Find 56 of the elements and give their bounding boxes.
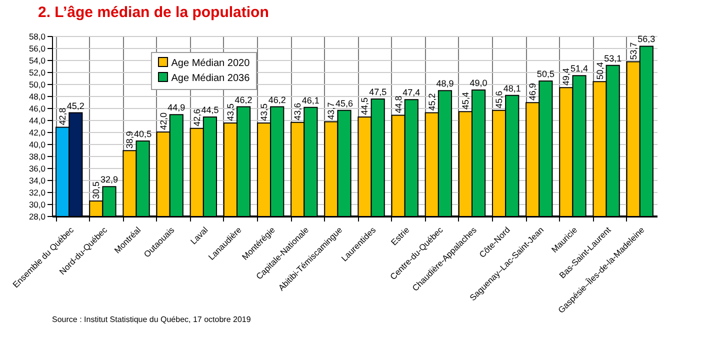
data-label: 46,1 bbox=[302, 95, 320, 106]
data-label: 51,4 bbox=[570, 64, 588, 74]
data-label: 43,5 bbox=[225, 103, 236, 121]
y-tick-label: 34,0 bbox=[28, 176, 46, 186]
data-label: 40,5 bbox=[134, 129, 152, 139]
y-tick-label: 52,0 bbox=[28, 68, 46, 78]
data-label: 48,1 bbox=[503, 83, 521, 94]
data-label: 45,2 bbox=[426, 93, 437, 111]
y-tick-label: 50,0 bbox=[28, 80, 46, 90]
chart-title: 2. L’âge médian de la population bbox=[38, 4, 270, 23]
data-label: 46,2 bbox=[234, 94, 252, 105]
data-label: 43,5 bbox=[259, 103, 270, 121]
y-tick-label: 32,0 bbox=[28, 188, 46, 198]
y-tick-label: 54,0 bbox=[28, 56, 46, 66]
data-label: 44,5 bbox=[201, 105, 219, 115]
data-label: 45,6 bbox=[335, 98, 354, 108]
y-tick-label: 38,0 bbox=[28, 152, 46, 162]
data-label: 47,4 bbox=[402, 88, 420, 98]
data-label: 50,5 bbox=[536, 69, 554, 79]
data-label: 47,5 bbox=[369, 87, 387, 97]
y-tick-label: 44,0 bbox=[28, 116, 46, 126]
data-label: 45,6 bbox=[494, 90, 504, 108]
data-label: 42,8 bbox=[58, 108, 68, 126]
data-label: 50,4 bbox=[594, 62, 605, 80]
data-label: 53,1 bbox=[604, 53, 622, 64]
data-label: 32,9 bbox=[100, 174, 118, 185]
data-label: 42,6 bbox=[192, 108, 202, 126]
data-label: 45,4 bbox=[460, 92, 470, 110]
y-tick-label: 56,0 bbox=[28, 44, 46, 54]
y-tick-label: 28,0 bbox=[28, 212, 46, 222]
data-label: 44,5 bbox=[360, 97, 370, 115]
data-label: 53,7 bbox=[628, 42, 638, 60]
source-note: Source : Institut Statistique du Québec, 17 octobre 2019 bbox=[52, 315, 252, 324]
legend-label: Age Médian 2020 bbox=[170, 57, 250, 71]
data-label: 44,8 bbox=[393, 96, 404, 114]
data-label: 49,0 bbox=[470, 78, 488, 88]
data-label: 38,9 bbox=[124, 131, 135, 149]
data-label: 44,9 bbox=[168, 102, 186, 113]
data-label: 46,9 bbox=[528, 83, 538, 101]
data-label: 45,2 bbox=[66, 100, 84, 111]
data-label: 43,7 bbox=[326, 102, 336, 120]
data-label: 46,2 bbox=[268, 94, 286, 105]
data-label: 30,5 bbox=[91, 181, 102, 199]
data-label: 43,6 bbox=[292, 102, 303, 120]
legend-label: Age Médian 2036 bbox=[170, 72, 250, 86]
data-label: 49,4 bbox=[561, 68, 572, 86]
data-label: 56,3 bbox=[638, 34, 656, 44]
data-label: 48,9 bbox=[436, 78, 454, 89]
y-tick-label: 30,0 bbox=[28, 200, 46, 210]
y-tick-label: 46,0 bbox=[28, 104, 46, 114]
y-tick-label: 58,0 bbox=[28, 32, 46, 42]
data-label: 42,0 bbox=[158, 112, 168, 130]
y-tick-label: 42,0 bbox=[28, 128, 46, 138]
y-tick-label: 36,0 bbox=[28, 164, 46, 174]
y-tick-label: 40,0 bbox=[28, 140, 46, 150]
y-tick-label: 48,0 bbox=[28, 92, 46, 102]
